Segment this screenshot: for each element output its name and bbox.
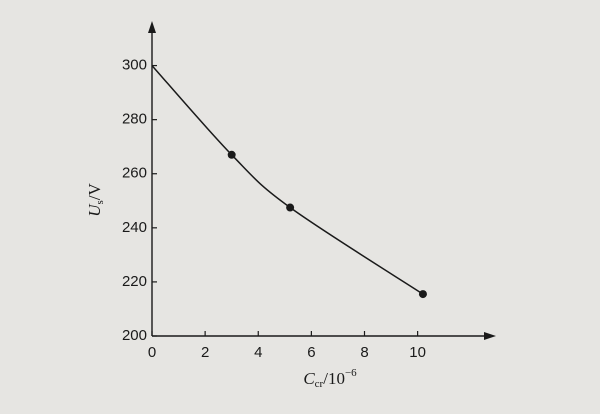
- point: [286, 203, 295, 212]
- x-axis-label: Ccr/10−6: [303, 367, 357, 390]
- x-label-subscript: cr: [315, 378, 324, 390]
- point: [418, 290, 427, 299]
- y-axis-arrow: [148, 21, 156, 33]
- y-tick-label: 300: [122, 57, 147, 74]
- y-label-subscript: s: [94, 200, 106, 204]
- y-label-unit: /V: [85, 182, 104, 200]
- point: [227, 150, 236, 159]
- x-axis-arrow: [484, 332, 496, 340]
- y-tick-label: 200: [122, 327, 147, 344]
- curve: [151, 65, 424, 295]
- y-label-symbol: U: [85, 203, 104, 217]
- x-tick-label: 4: [254, 344, 262, 361]
- x-tick-label: 2: [201, 344, 209, 361]
- y-axis-label: Us/V: [85, 182, 106, 216]
- x-label-superscript: −6: [345, 367, 357, 379]
- x-label-symbol: C: [303, 369, 315, 388]
- y-tick-label: 240: [122, 219, 147, 236]
- y-tick-label: 220: [122, 273, 147, 290]
- x-tick-label: 8: [360, 344, 368, 361]
- x-tick-label: 6: [307, 344, 315, 361]
- y-tick-label: 260: [122, 165, 147, 182]
- x-tick-label: 0: [148, 344, 156, 361]
- x-tick-label: 10: [409, 344, 426, 361]
- y-tick-label: 280: [122, 111, 147, 128]
- x-label-unit: /10: [323, 369, 345, 388]
